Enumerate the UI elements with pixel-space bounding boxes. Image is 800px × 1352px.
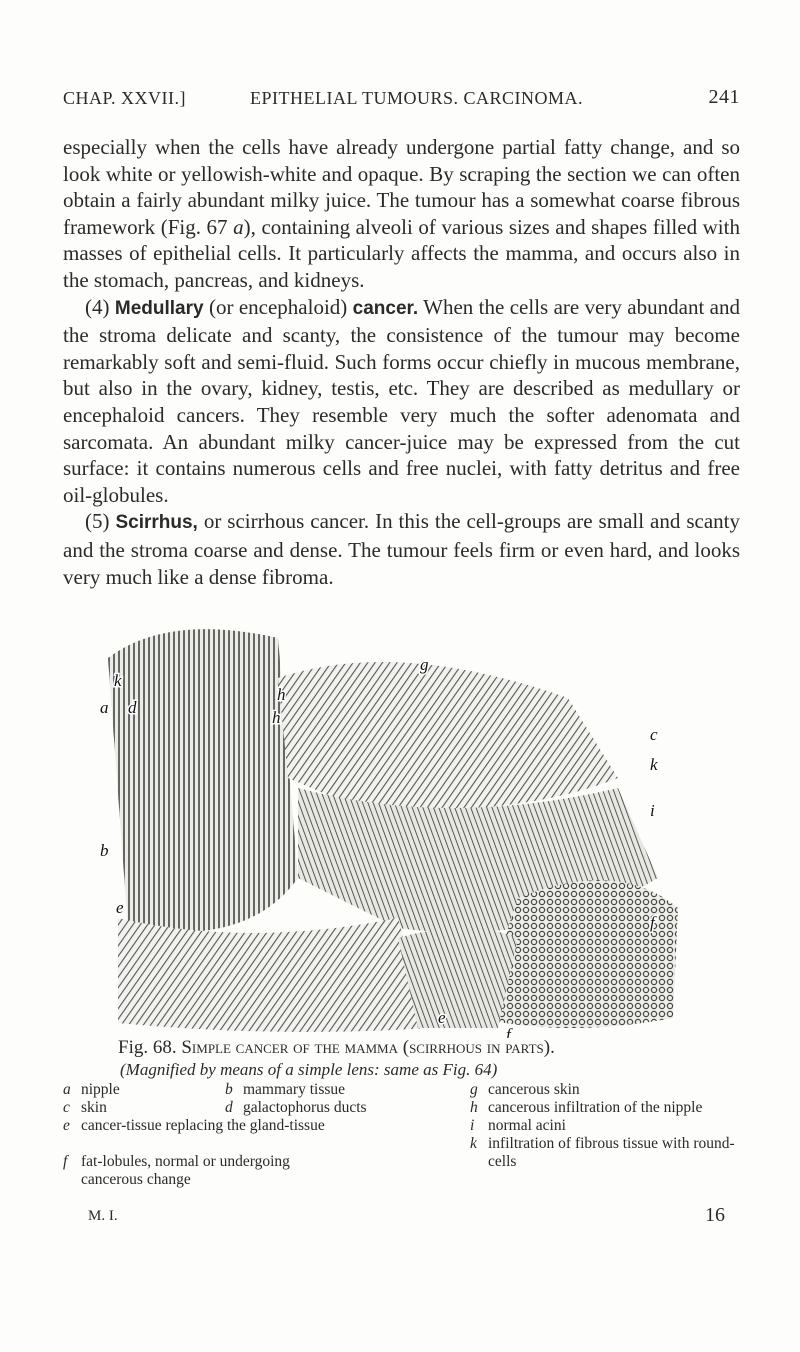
figure-label: e: [438, 1008, 446, 1027]
legend-text: cancerous infiltration of the nipple: [488, 1099, 703, 1116]
emphasis: Medullary: [114, 297, 204, 319]
illustration-region: [118, 918, 428, 1032]
text-run: When the cells are very abundant and the…: [63, 294, 740, 507]
figure-label: i: [650, 801, 655, 820]
figure-subtitle: (Magnified by means of a simple lens: sa…: [120, 1060, 498, 1079]
legend-text: cancer-tissue replacing the gland-tissue: [81, 1117, 325, 1134]
legend-letter: b: [225, 1081, 233, 1098]
figure-label: g: [420, 655, 429, 674]
figure-label: b: [100, 841, 109, 860]
legend-text: infiltration of fibrous tissue with roun…: [488, 1135, 735, 1170]
signature: M. I.: [88, 1208, 118, 1224]
legend-text: fat-lobules, normal or undergoing cancer…: [81, 1153, 290, 1188]
legend-text: cancerous skin: [488, 1081, 580, 1098]
figure-label: h: [272, 708, 281, 727]
illustration-region: [108, 629, 298, 933]
emphasis: cancer.: [352, 297, 419, 319]
figure-label: f: [506, 1025, 513, 1038]
figure-label: a: [100, 698, 109, 717]
paragraph: (5) Scirrhus, or scirrhous cancer. In th…: [63, 508, 740, 590]
page-number: 241: [708, 86, 740, 108]
text-run: ), containing alveoli of various sizes a…: [63, 214, 740, 292]
legend-letter: i: [470, 1117, 475, 1134]
text-run: (4): [85, 294, 115, 319]
legend-letter: f: [63, 1153, 68, 1170]
text-run: especially when the cells have already u…: [63, 135, 740, 239]
paragraph: especially when the cells have already u…: [63, 134, 740, 294]
running-head: EPITHELIAL TUMOURS. CARCINOMA.: [250, 88, 584, 108]
figure-caption: Fig. 68. Simple cancer of the mamma (sci…: [118, 1037, 555, 1059]
legend-letter: c: [63, 1099, 70, 1116]
figure-label: k: [650, 755, 658, 774]
illustration-region: [278, 662, 618, 810]
body-text: especially when the cells have already u…: [63, 134, 740, 590]
illustration-region: [398, 928, 518, 1028]
figure-label: h: [277, 685, 286, 704]
text-run: or scirrhous cancer. In this the cell-gr…: [63, 509, 740, 589]
figure-label: f: [650, 913, 657, 932]
legend-text: mammary tissue: [243, 1081, 346, 1098]
figure-label: e: [116, 898, 124, 917]
signature-number: 16: [705, 1204, 725, 1226]
legend-text: skin: [81, 1099, 107, 1116]
illustration-region: [478, 880, 678, 1028]
legend-letter: k: [470, 1135, 477, 1152]
legend-letter: e: [63, 1117, 70, 1134]
text-run: (or encephaloid): [203, 294, 353, 319]
emphasis: Scirrhus,: [115, 512, 198, 534]
figure-label: c: [650, 725, 658, 744]
figure-number: Fig. 68.: [118, 1037, 177, 1058]
legend-letter: d: [225, 1099, 233, 1116]
legend-letter: g: [470, 1081, 478, 1098]
running-head-left: CHAP. XXVII.]: [63, 88, 186, 108]
legend-text: normal acini: [488, 1117, 566, 1134]
legend-letter: h: [470, 1099, 478, 1116]
legend-text: galactophorus ducts: [243, 1099, 367, 1116]
text-run: (5): [85, 509, 116, 534]
legend-text: nipple: [81, 1081, 120, 1098]
figure-title: Simple cancer of the mamma (scirrhous in…: [181, 1037, 555, 1058]
legend-letter: a: [63, 1081, 71, 1098]
paragraph: (4) Medullary (or encephaloid) cancer. W…: [63, 294, 740, 509]
emphasis: a: [233, 214, 244, 239]
figure-label: k: [114, 671, 122, 690]
figure-label: d: [128, 698, 137, 717]
